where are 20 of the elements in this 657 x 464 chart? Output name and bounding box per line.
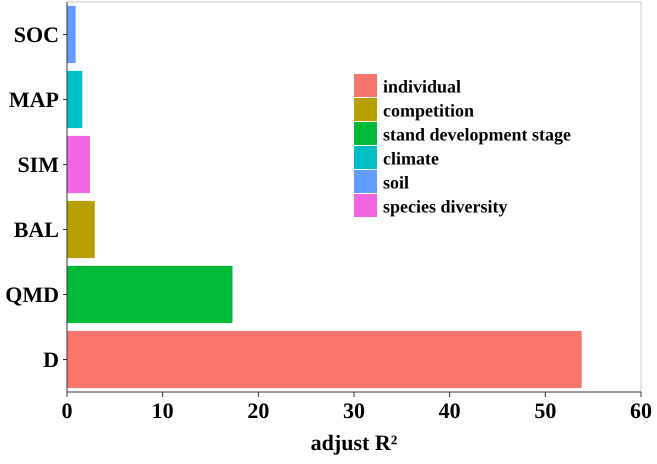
legend-label: climate (383, 148, 439, 168)
legend-label: soil (383, 172, 410, 192)
x-tick-label: 50 (534, 398, 556, 423)
x-tick-label: 10 (152, 398, 174, 423)
x-tick-label: 20 (247, 398, 270, 423)
legend-label: competition (383, 100, 474, 120)
x-axis-title: adjust R² (310, 430, 398, 455)
x-tick-label: 0 (62, 398, 72, 423)
legend-label: species diversity (383, 196, 508, 216)
y-tick-label: SIM (17, 152, 60, 178)
x-tick-label: 40 (438, 398, 461, 423)
legend-label: individual (383, 76, 462, 96)
y-tick-label: QMD (5, 282, 59, 308)
y-tick-label: D (43, 347, 59, 372)
y-tick-label: BAL (14, 217, 59, 242)
legend-label: stand development stage (383, 124, 572, 144)
y-tick-label: MAP (8, 87, 59, 112)
x-tick-label: 60 (630, 398, 652, 423)
x-tick-label: 30 (343, 398, 365, 423)
y-tick-label: SOC (14, 22, 59, 48)
